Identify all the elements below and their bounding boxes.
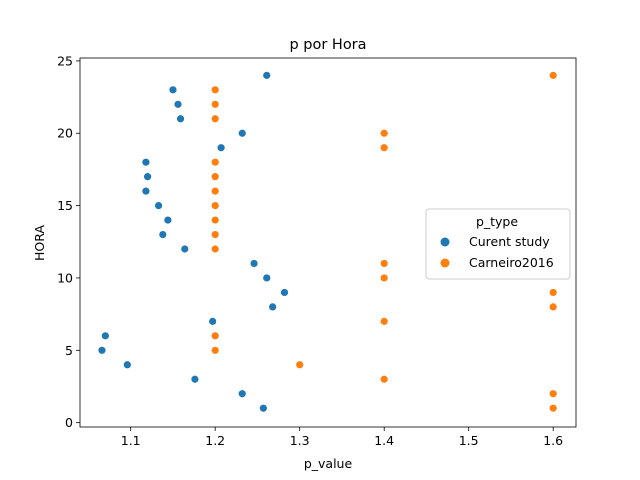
point-curent-study [263,71,271,79]
point-carneiro2016 [380,259,388,268]
point-carneiro2016 [211,100,219,108]
y-tick-label: 0 [65,415,73,430]
point-carneiro2016 [549,390,557,398]
point-carneiro2016 [211,346,219,354]
legend-marker-curent-study [440,237,450,247]
point-curent-study [209,317,217,325]
point-curent-study [238,129,246,137]
point-carneiro2016 [380,375,388,383]
point-curent-study [191,375,199,383]
point-carneiro2016 [296,361,304,369]
point-curent-study [263,274,271,282]
y-tick-label: 10 [57,270,73,285]
legend-title: p_type [476,214,518,229]
point-curent-study [101,332,109,340]
point-carneiro2016 [380,129,388,137]
point-carneiro2016 [380,317,388,325]
point-carneiro2016 [211,158,219,166]
legend-label-curent-study: Curent study [469,234,550,249]
point-curent-study [217,144,225,152]
point-curent-study [238,390,246,398]
point-curent-study [250,259,258,268]
point-curent-study [142,158,150,166]
point-curent-study [176,115,185,123]
point-curent-study [181,245,189,253]
point-curent-study [98,346,106,354]
point-carneiro2016 [380,274,388,282]
point-carneiro2016 [211,187,219,195]
x-axis: 1.1 1.2 1.3 1.4 1.5 1.6 [121,427,563,448]
point-carneiro2016 [549,404,557,412]
x-tick-label: 1.6 [543,433,563,448]
legend-marker-carneiro2016 [440,258,450,268]
x-tick-label: 1.2 [205,433,225,448]
point-carneiro2016 [211,115,219,123]
legend-label-carneiro2016: Carneiro2016 [469,255,554,270]
x-tick-label: 1.5 [459,433,479,448]
chart-title: p por Hora [289,37,366,53]
point-curent-study [154,202,163,210]
point-curent-study [280,288,289,297]
x-tick-label: 1.3 [290,433,310,448]
data-points [98,71,557,412]
point-carneiro2016 [549,288,557,297]
legend-frame [425,208,571,280]
legend: p_type Curent study Carneiro2016 [425,208,571,280]
point-carneiro2016 [211,173,219,181]
point-curent-study [164,216,172,224]
x-tick-label: 1.4 [374,433,394,448]
point-carneiro2016 [211,86,219,94]
point-carneiro2016 [380,144,388,152]
point-curent-study [159,230,167,239]
plot-area [79,57,577,428]
y-axis: 0 5 10 15 20 25 [57,53,80,430]
y-tick-label: 15 [57,198,73,213]
point-carneiro2016 [211,202,219,210]
point-curent-study [142,187,150,195]
point-curent-study [123,361,131,369]
x-axis-label: p_value [304,456,353,471]
plot-frame [79,57,577,428]
y-tick-label: 20 [57,126,73,141]
point-curent-study [269,303,277,311]
point-carneiro2016 [211,230,219,239]
x-tick-label: 1.1 [121,433,141,448]
point-carneiro2016 [211,216,219,224]
point-carneiro2016 [549,71,557,79]
point-carneiro2016 [211,245,219,253]
point-carneiro2016 [549,303,557,311]
point-curent-study [259,404,267,412]
point-carneiro2016 [211,332,219,340]
point-curent-study [174,100,182,108]
y-tick-label: 25 [57,53,73,68]
y-axis-label: HORA [32,225,47,261]
point-curent-study [169,86,177,94]
point-curent-study [143,173,152,181]
y-tick-label: 5 [65,343,73,358]
